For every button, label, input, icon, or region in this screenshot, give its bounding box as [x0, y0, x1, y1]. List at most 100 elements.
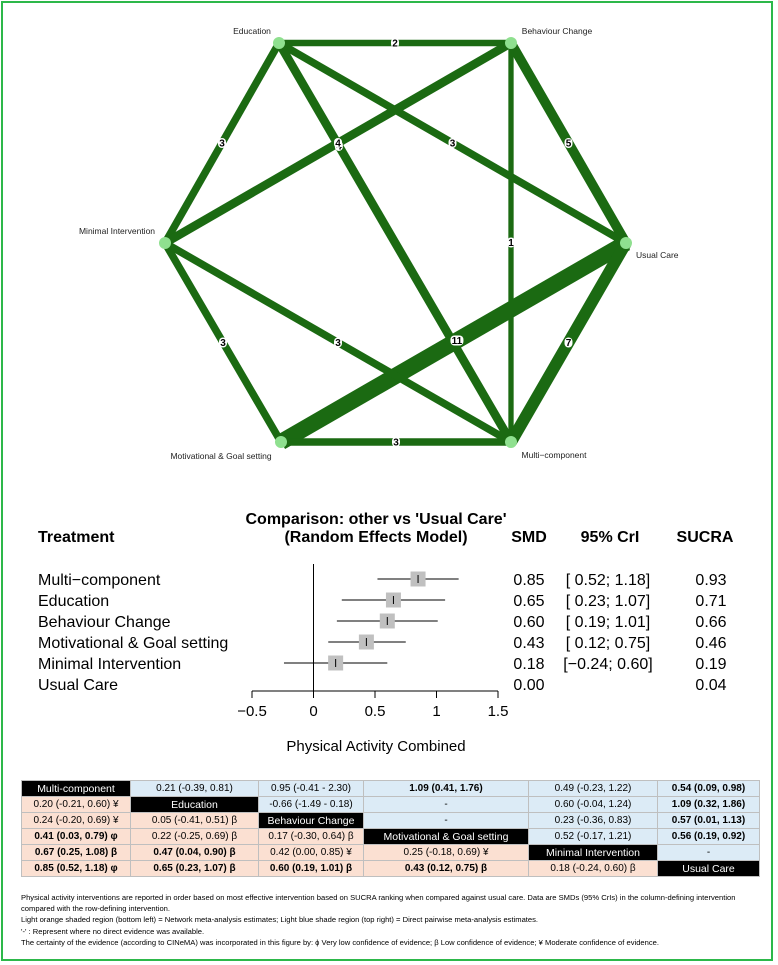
league-cell: -: [657, 844, 760, 861]
edge-count-badge: [391, 38, 399, 48]
figure-notes: Physical activity interventions are repo…: [21, 892, 761, 948]
edge-count-label: 3: [220, 338, 226, 349]
edge-count-badge: [219, 337, 227, 348]
league-diagonal-label: Motivational & Goal setting: [363, 828, 529, 845]
league-diagonal-label: Behaviour Change: [258, 812, 364, 829]
column-header-treatment: Treatment: [38, 529, 115, 546]
league-cell: -0.66 (-1.49 - 0.18): [258, 796, 364, 813]
league-cell: -: [363, 812, 529, 829]
league-cell: 0.42 (0.00, 0.85) ¥: [258, 844, 364, 861]
edge-count-label: 7: [566, 338, 572, 349]
league-cell: -: [363, 796, 529, 813]
forest-row-smd: 0.18: [513, 656, 544, 673]
league-cell: 0.05 (-0.41, 0.51) β: [130, 812, 259, 829]
network-node-bc: [505, 37, 517, 49]
forest-row-cri: [ 0.52; 1.18]: [566, 572, 651, 589]
forest-row-sucra: 0.19: [695, 656, 726, 673]
edge-count-label: 3: [450, 139, 456, 150]
forest-row-cri: [ 0.19; 1.01]: [566, 614, 651, 631]
forest-row-smd: 0.85: [513, 572, 544, 589]
forest-row-treatment: Motivational & Goal setting: [38, 635, 228, 652]
forest-title: Comparison: other vs 'Usual Care': [245, 511, 506, 528]
network-node-label: Behaviour Change: [522, 26, 593, 36]
network-node-mc: [505, 436, 517, 448]
forest-row-smd: 0.00: [513, 677, 544, 694]
forest-x-tick-label: 1: [432, 703, 440, 720]
edge-count-label: 2: [392, 39, 398, 50]
league-cell: 0.57 (0.01, 1.13): [657, 812, 760, 829]
league-row: 0.85 (0.52, 1.18) φ 0.65 (0.23, 1.07) β 0.…: [21, 860, 760, 877]
network-node-label: Motivational & Goal setting: [170, 451, 271, 461]
league-cell: 0.60 (0.19, 1.01) β: [258, 860, 364, 877]
forest-row-treatment: Multi−component: [38, 572, 161, 589]
league-row: 0.20 (-0.21, 0.60) ¥ Education -0.66 (-1.4…: [21, 796, 760, 813]
edge-count-label: 4: [335, 139, 341, 150]
forest-row-sucra: 0.04: [695, 677, 726, 694]
network-node-mi: [159, 237, 171, 249]
forest-x-axis-label: Physical Activity Combined: [286, 738, 465, 755]
note-line: '-' : Represent where no direct evidence…: [21, 926, 205, 936]
edge-count-badge: [334, 138, 342, 148]
forest-row-cri: [ 0.12; 0.75]: [566, 635, 651, 652]
league-cell: 0.65 (0.23, 1.07) β: [130, 860, 259, 877]
network-node-label: Multi−component: [522, 450, 588, 460]
edge-count-badge: [450, 335, 464, 346]
network-node-edu: [273, 37, 285, 49]
forest-row-treatment: Usual Care: [38, 677, 118, 694]
forest-row-smd: 0.43: [513, 635, 544, 652]
league-cell: 0.21 (-0.39, 0.81): [130, 780, 259, 797]
league-diagonal-label: Usual Care: [657, 860, 760, 877]
forest-row-treatment: Behaviour Change: [38, 614, 171, 631]
forest-row-sucra: 0.71: [695, 593, 726, 610]
network-node-label: Minimal Intervention: [79, 226, 155, 236]
note-line: compared with the row-defining intervent…: [21, 904, 171, 914]
forest-x-tick-label: 0.5: [365, 703, 386, 720]
edge-count-label: 3: [393, 438, 399, 449]
column-header-cri: 95% CrI: [581, 529, 640, 546]
note-line: The certainty of the evidence (according…: [21, 937, 659, 947]
forest-row-cri: [ 0.23; 1.07]: [566, 593, 651, 610]
league-cell: 0.49 (-0.23, 1.22): [528, 780, 658, 797]
forest-row-smd: 0.60: [513, 614, 544, 631]
edge-count-label: 1: [508, 238, 514, 249]
edge-count-badge: [564, 138, 573, 148]
league-cell: 0.23 (-0.36, 0.83): [528, 812, 658, 829]
forest-row-cri: [−0.24; 0.60]: [563, 656, 652, 673]
edge-count-badge: [334, 337, 342, 348]
note-line: Light orange shaded region (bottom left)…: [21, 915, 539, 925]
forest-row-sucra: 0.93: [695, 572, 726, 589]
network-edge-edu-mc: [275, 40, 515, 445]
forest-row-sucra: 0.46: [695, 635, 726, 652]
league-row: 0.24 (-0.20, 0.69) ¥0.05 (-0.41, 0.51) β…: [21, 812, 760, 829]
league-cell: 0.56 (0.19, 0.92): [657, 828, 760, 845]
league-cell: 0.18 (-0.24, 0.60) β: [528, 860, 658, 877]
network-node-label: Usual Care: [636, 250, 679, 260]
edge-count-badge: [564, 337, 573, 348]
forest-row-treatment: Education: [38, 593, 109, 610]
edge-count-badge: [448, 138, 457, 148]
forest-plot: Comparison: other vs 'Usual Care' (Rando…: [38, 511, 734, 755]
league-cell: 0.67 (0.25, 1.08) β: [21, 844, 131, 861]
league-cell: 0.41 (0.03, 0.79) φ: [21, 828, 131, 845]
forest-x-tick-label: −0.5: [237, 703, 267, 720]
forest-x-tick-label: 0: [309, 703, 317, 720]
column-header-sucra: SUCRA: [677, 529, 734, 546]
league-diagonal-label: Multi-component: [21, 780, 131, 797]
forest-row-treatment: Minimal Intervention: [38, 656, 181, 673]
edge-count-badge: [218, 138, 226, 148]
edge-count-label: 3: [335, 338, 341, 349]
edge-count-badge: [392, 437, 400, 447]
network-node-label: Education: [233, 26, 271, 36]
league-cell: 0.22 (-0.25, 0.69) β: [130, 828, 259, 845]
league-cell: 0.24 (-0.20, 0.69) ¥: [21, 812, 131, 829]
edge-count-badge: [507, 237, 515, 248]
column-header-smd: SMD: [511, 529, 547, 546]
league-cell: 0.85 (0.52, 1.18) φ: [21, 860, 131, 877]
forest-x-tick-label: 1.5: [488, 703, 509, 720]
forest-row-sucra: 0.66: [695, 614, 726, 631]
league-cell: 0.17 (-0.30, 0.64) β: [258, 828, 364, 845]
league-table: Multi-component 0.21 (-0.39, 0.81) 0.95 (-…: [21, 780, 760, 877]
edge-count-label: 11: [452, 336, 463, 347]
